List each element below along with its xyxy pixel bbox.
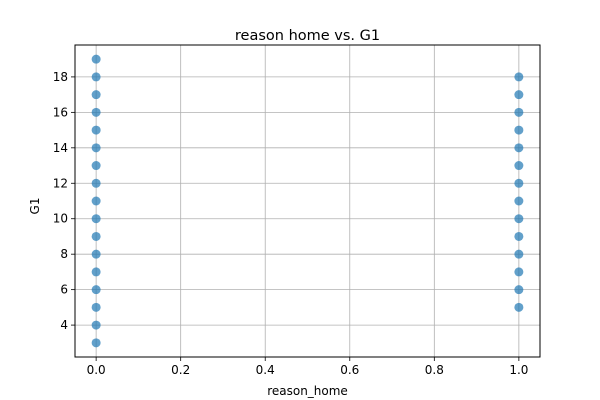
data-point — [514, 72, 524, 82]
data-point — [91, 107, 101, 117]
y-tick-label: 8 — [60, 247, 68, 261]
y-tick-label: 6 — [60, 283, 68, 297]
data-points — [91, 54, 524, 348]
data-point — [91, 302, 101, 312]
data-point — [91, 90, 101, 100]
data-point — [91, 125, 101, 135]
data-point — [91, 72, 101, 82]
data-point — [91, 249, 101, 259]
data-point — [91, 161, 101, 171]
data-point — [514, 267, 524, 277]
y-tick-label: 16 — [53, 105, 68, 119]
x-axis-ticks: 0.0 0.2 0.4 0.6 0.8 1.0 — [87, 357, 528, 377]
chart-title: reason home vs. G1 — [235, 28, 380, 44]
y-tick-label: 4 — [60, 318, 68, 332]
x-tick-label: 1.0 — [509, 363, 528, 377]
y-axis-label: G1 — [28, 198, 42, 215]
data-point — [514, 249, 524, 259]
data-point — [514, 161, 524, 171]
x-tick-label: 0.2 — [171, 363, 190, 377]
plot-frame — [74, 44, 541, 358]
data-point — [91, 196, 101, 206]
data-point — [91, 178, 101, 188]
data-point — [514, 125, 524, 135]
x-tick-label: 0.4 — [256, 363, 275, 377]
data-point — [91, 338, 101, 348]
data-point — [514, 214, 524, 224]
x-tick-label: 0.8 — [425, 363, 444, 377]
x-tick-label: 0.6 — [340, 363, 359, 377]
data-point — [91, 214, 101, 224]
data-point — [91, 267, 101, 277]
y-tick-label: 10 — [53, 212, 68, 226]
x-tick-label: 0.0 — [87, 363, 106, 377]
data-point — [514, 231, 524, 241]
y-tick-label: 14 — [53, 141, 68, 155]
data-point — [514, 302, 524, 312]
y-axis-ticks: 4 6 8 10 12 14 16 18 — [53, 70, 75, 332]
data-point — [514, 107, 524, 117]
data-point — [514, 196, 524, 206]
grid-lines — [75, 45, 540, 357]
data-point — [514, 143, 524, 153]
y-tick-label: 12 — [53, 176, 68, 190]
data-point — [91, 231, 101, 241]
y-tick-label: 18 — [53, 70, 68, 84]
data-point — [91, 285, 101, 295]
data-point — [91, 143, 101, 153]
data-point — [514, 285, 524, 295]
x-axis-label: reason_home — [267, 384, 348, 398]
data-point — [91, 320, 101, 330]
data-point — [514, 90, 524, 100]
data-point — [91, 54, 101, 64]
data-point — [514, 178, 524, 188]
